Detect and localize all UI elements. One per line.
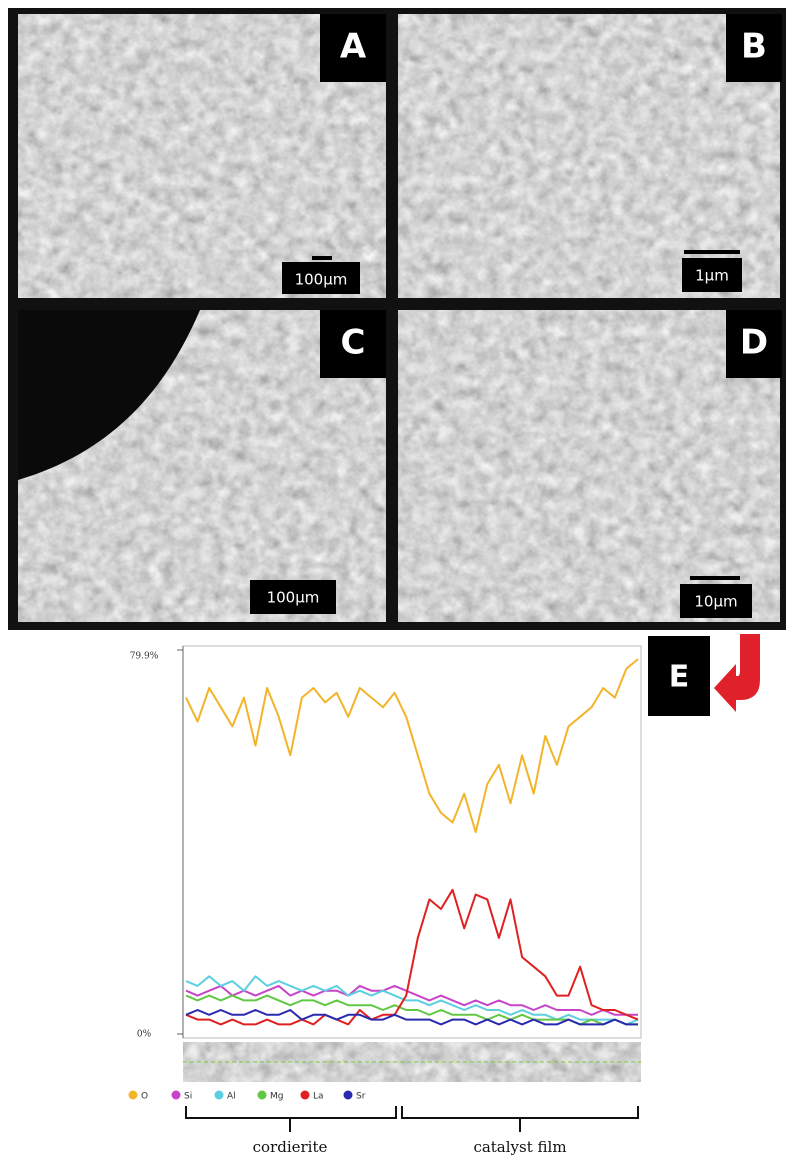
legend-swatch <box>344 1091 353 1100</box>
sem-image-d <box>398 310 780 622</box>
legend-swatch <box>129 1091 138 1100</box>
y-tick-label: 0% <box>137 1030 152 1040</box>
legend-label: Si <box>184 1092 192 1102</box>
scale-label: 100µm <box>295 271 348 289</box>
legend-swatch <box>172 1091 181 1100</box>
legend-label: Sr <box>356 1092 366 1102</box>
panel-label: A <box>340 27 367 67</box>
legend-label: Al <box>227 1092 236 1102</box>
legend-label: La <box>313 1092 324 1102</box>
bracket <box>186 1106 396 1132</box>
panel-label: D <box>740 323 768 363</box>
arrow-icon <box>714 634 760 712</box>
series-line <box>186 659 638 832</box>
panel-label: C <box>341 323 366 363</box>
legend-label: Mg <box>270 1092 283 1102</box>
linescan-strip <box>183 1042 641 1082</box>
bracket <box>402 1106 638 1132</box>
scale-label: 100µm <box>267 589 320 607</box>
scale-label: 1µm <box>695 267 729 285</box>
series-line <box>186 890 638 1025</box>
plot-frame <box>183 646 641 1038</box>
legend-swatch <box>215 1091 224 1100</box>
annotation: cordierite <box>253 1138 328 1156</box>
scale-label: 10µm <box>694 593 737 611</box>
panel-label: B <box>741 27 767 67</box>
legend-swatch <box>258 1091 267 1100</box>
sem-image-b <box>398 14 780 298</box>
annotation: catalyst film <box>473 1138 566 1156</box>
figure: A B C D 100µm 1µm 100µm 10µm E cordierit… <box>0 0 787 1158</box>
series-line <box>186 1010 638 1024</box>
legend-label: O <box>141 1092 148 1102</box>
legend-swatch <box>301 1091 310 1100</box>
y-tick-label: 79.9% <box>130 652 159 662</box>
panel-label: E <box>669 660 690 695</box>
